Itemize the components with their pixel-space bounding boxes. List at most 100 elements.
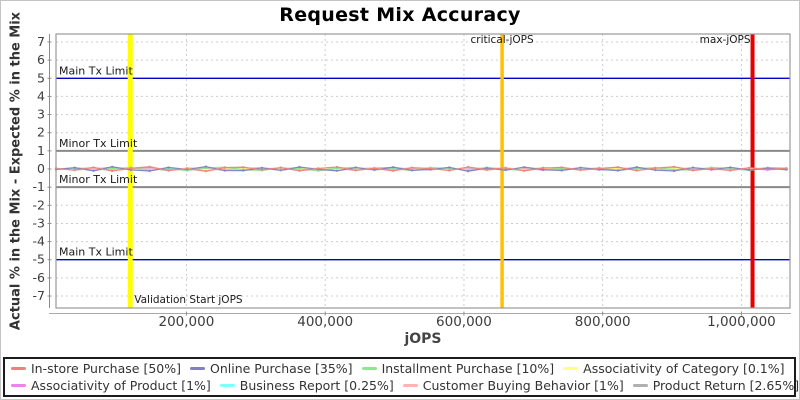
legend-row: Associativity of Product [1%] Business Re… — [11, 377, 799, 394]
series-point-online-purchase — [729, 166, 732, 169]
series-point-online-purchase — [691, 166, 695, 169]
series-point-online-purchase — [111, 165, 114, 168]
marker-label-max-jops: max-jOPS — [700, 34, 751, 46]
series-point-in-store-purchase — [729, 169, 732, 172]
ref-line-label-minor-tx-limit-lower: Minor Tx Limit — [59, 173, 138, 186]
series-point-in-store-purchase — [579, 168, 582, 172]
legend-label-customer-buying-behavior: Customer Buying Behavior [1%] — [422, 378, 624, 393]
y-tick-label: 4 — [37, 88, 45, 103]
series-point-online-purchase — [504, 168, 507, 172]
series-point-online-purchase — [223, 169, 226, 172]
series-point-in-store-purchase — [298, 169, 301, 172]
series-point-online-purchase — [279, 169, 282, 172]
legend-swatch-business-report — [219, 384, 235, 387]
series-point-in-store-purchase — [598, 167, 601, 170]
legend-row: In-store Purchase [50%] Online Purchase [… — [11, 360, 794, 377]
x-tick-label: 400,000 — [297, 314, 353, 330]
legend-label-installment-purchase: Installment Purchase [10%] — [381, 361, 555, 376]
series-point-online-purchase — [167, 166, 170, 169]
series-point-in-store-purchase — [335, 165, 339, 169]
legend-swatch-customer-buying-behavior — [402, 384, 418, 387]
series-point-in-store-purchase — [373, 167, 376, 170]
series-point-in-store-purchase — [392, 169, 395, 172]
legend-item-business-report: Business Report [0.25%] — [219, 378, 394, 393]
y-tick-label: 5 — [37, 70, 45, 85]
series-point-online-purchase — [523, 166, 526, 169]
series-point-online-purchase — [204, 165, 208, 168]
series-point-online-purchase — [298, 165, 301, 169]
series-point-online-purchase — [448, 166, 451, 169]
series-point-in-store-purchase — [204, 170, 208, 173]
series-point-online-purchase — [392, 166, 395, 169]
x-tick-label: 200,000 — [159, 314, 215, 330]
series-point-online-purchase — [354, 166, 357, 169]
series-point-online-purchase — [579, 166, 582, 169]
series-line-in-store-purchase — [55, 166, 787, 172]
y-tick-label: 3 — [37, 107, 45, 122]
series-point-in-store-purchase — [766, 168, 769, 171]
series-point-online-purchase — [466, 170, 470, 173]
legend-item-associativity-of-category: Associativity of Category [0.1%] — [563, 361, 785, 376]
y-tick-label: -7 — [33, 288, 45, 303]
y-tick-label: -4 — [33, 234, 46, 249]
series-point-online-purchase — [747, 168, 751, 172]
y-tick-label: 0 — [37, 161, 45, 176]
series-point-online-purchase — [672, 169, 676, 173]
series-point-online-purchase — [73, 166, 76, 169]
marker-label-validation-start-jops: Validation Start jOPS — [134, 294, 243, 306]
y-tick-label: -1 — [33, 179, 45, 194]
series-point-in-store-purchase — [448, 169, 451, 172]
legend-item-in-store-purchase: In-store Purchase [50%] — [11, 361, 181, 376]
series-point-in-store-purchase — [354, 169, 357, 172]
series-point-installment-purchase — [111, 167, 114, 170]
series-point-in-store-purchase — [429, 167, 432, 170]
plot-area: -7 -6 -5 -4 -3 -2 -1 0 1 2 3 4 5 6 7 200,000 400,000 600,… — [33, 33, 791, 330]
y-tick-label: 6 — [37, 52, 45, 67]
legend-item-installment-purchase: Installment Purchase [10%] — [361, 361, 555, 376]
legend-label-in-store-purchase: In-store Purchase [50%] — [31, 361, 181, 376]
legend-swatch-associativity-of-product — [11, 384, 26, 387]
legend: In-store Purchase [50%] Online Purchase [… — [3, 357, 799, 397]
x-tick-label: 800,000 — [575, 314, 631, 330]
series-point-in-store-purchase — [260, 168, 264, 172]
legend-label-product-return: Product Return [2.65%] — [652, 378, 800, 393]
x-tick-label: 600,000 — [436, 314, 492, 330]
series-point-online-purchase — [654, 168, 657, 172]
y-tick-label: -6 — [33, 270, 46, 285]
series-point-in-store-purchase — [111, 169, 114, 173]
legend-item-product-return: Product Return [2.65%] — [632, 378, 800, 393]
series-line-online-purchase — [55, 165, 787, 172]
y-tick-label: 7 — [37, 34, 45, 49]
series-point-online-purchase — [410, 169, 414, 172]
series-point-online-purchase — [260, 166, 264, 170]
y-tick-label: 1 — [37, 143, 45, 158]
legend-label-associativity-of-category: Associativity of Category [0.1%] — [583, 361, 785, 376]
y-tick-label: -2 — [33, 197, 45, 212]
series-point-online-purchase — [92, 169, 95, 172]
series-point-in-store-purchase — [129, 167, 133, 170]
series-point-in-store-purchase — [635, 169, 638, 172]
series-point-in-store-purchase — [485, 168, 488, 171]
ref-line-label-main-tx-limit-lower: Main Tx Limit — [59, 246, 133, 259]
series-point-in-store-purchase — [654, 166, 657, 170]
legend-swatch-product-return — [632, 384, 648, 387]
series-point-online-purchase — [148, 169, 151, 173]
series-point-in-store-purchase — [523, 169, 526, 172]
series-point-in-store-purchase — [747, 166, 751, 170]
marker-label-critical-jops: critical-jOPS — [471, 34, 534, 46]
legend-swatch-in-store-purchase — [11, 367, 26, 370]
legend-label-online-purchase: Online Purchase [35%] — [209, 361, 353, 376]
series-point-in-store-purchase — [541, 166, 545, 170]
series-point-in-store-purchase — [167, 169, 170, 172]
series-point-in-store-purchase — [785, 167, 788, 170]
series-point-in-store-purchase — [279, 166, 282, 169]
series-point-in-store-purchase — [242, 166, 245, 169]
x-tick-label: 1,000,000 — [707, 314, 776, 330]
series-point-in-store-purchase — [73, 168, 76, 172]
legend-swatch-installment-purchase — [361, 367, 377, 370]
plot-border — [55, 33, 791, 309]
y-tick-label: -5 — [33, 252, 45, 267]
legend-item-associativity-of-product: Associativity of Product [1%] — [11, 378, 211, 393]
series-point-online-purchase — [242, 169, 245, 172]
